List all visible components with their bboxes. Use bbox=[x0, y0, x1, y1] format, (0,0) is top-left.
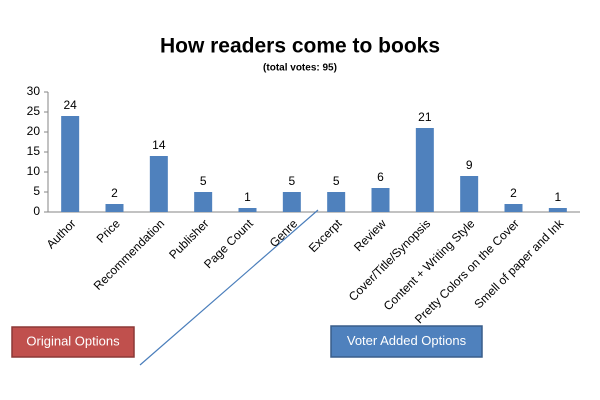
value-label: 5 bbox=[333, 174, 340, 188]
bar bbox=[238, 208, 257, 212]
y-tick-label: 0 bbox=[33, 204, 40, 218]
y-tick-label: 25 bbox=[27, 104, 41, 118]
bar bbox=[460, 176, 479, 212]
bar bbox=[548, 208, 567, 212]
bar bbox=[282, 192, 301, 212]
value-label: 14 bbox=[152, 138, 166, 152]
annotation-box bbox=[11, 326, 135, 358]
chart-title: How readers come to books bbox=[160, 35, 440, 58]
value-label: 9 bbox=[466, 158, 473, 172]
bar bbox=[327, 192, 346, 212]
x-tick-label: Excerpt bbox=[306, 216, 345, 255]
value-label: 5 bbox=[288, 174, 295, 188]
value-label: 2 bbox=[510, 186, 517, 200]
bar bbox=[371, 188, 390, 212]
x-tick-label: Publisher bbox=[166, 216, 211, 261]
bar bbox=[105, 204, 124, 212]
x-tick-label: Genre bbox=[267, 216, 301, 250]
value-label: 6 bbox=[377, 170, 384, 184]
chart-subtitle: (total votes: 95) bbox=[263, 63, 337, 74]
value-label: 5 bbox=[200, 174, 207, 188]
y-tick-label: 10 bbox=[27, 164, 41, 178]
value-label: 2 bbox=[111, 186, 118, 200]
bar bbox=[149, 156, 168, 212]
divider-line bbox=[139, 209, 319, 366]
x-tick-label: Price bbox=[94, 216, 123, 245]
x-tick-label: Smell of paper and Ink bbox=[471, 216, 567, 312]
bar bbox=[415, 128, 434, 212]
y-tick-label: 5 bbox=[33, 184, 40, 198]
y-tick-label: 15 bbox=[27, 144, 41, 158]
x-tick-label: Cover/Title/Synopsis bbox=[346, 216, 433, 303]
annotation-box bbox=[330, 325, 483, 358]
y-tick-label: 30 bbox=[27, 84, 41, 98]
annotation: Original Options bbox=[26, 333, 120, 348]
value-label: 1 bbox=[244, 190, 251, 204]
y-tick-label: 20 bbox=[27, 124, 41, 138]
annotation: Voter Added Options bbox=[347, 333, 467, 348]
value-label: 21 bbox=[418, 110, 432, 124]
value-label: 24 bbox=[63, 98, 77, 112]
value-label: 1 bbox=[554, 190, 561, 204]
x-tick-label: Author bbox=[44, 216, 79, 251]
bar bbox=[194, 192, 213, 212]
bar bbox=[61, 116, 80, 212]
bar bbox=[504, 204, 523, 212]
x-tick-label: Review bbox=[351, 216, 389, 254]
